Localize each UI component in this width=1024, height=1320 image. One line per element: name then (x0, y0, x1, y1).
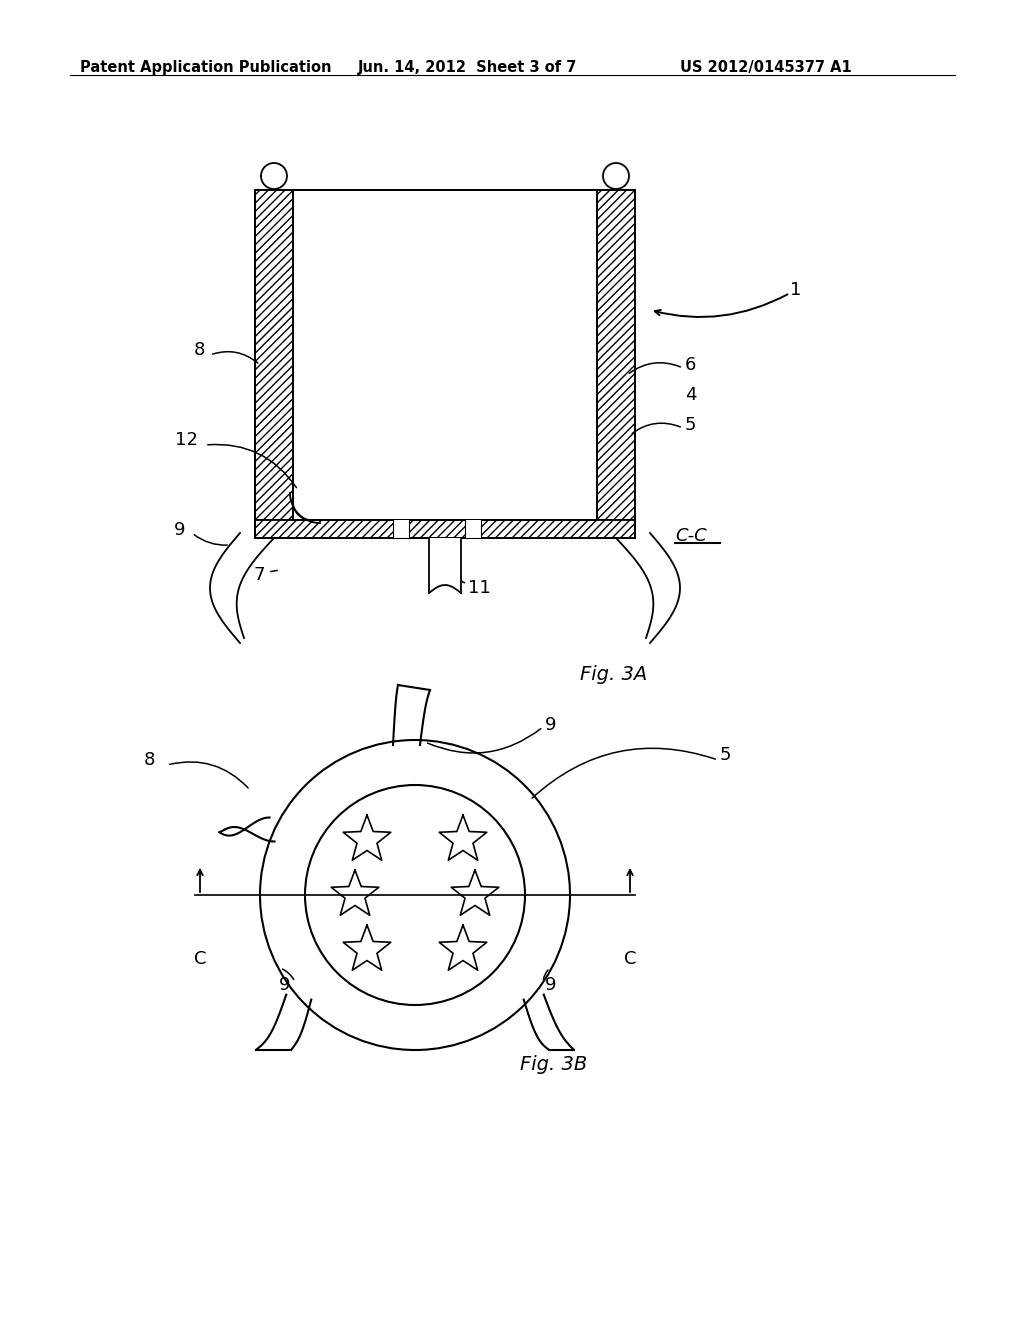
Text: Fig. 3B: Fig. 3B (520, 1055, 587, 1074)
Text: 11: 11 (468, 579, 490, 597)
Text: 7: 7 (254, 566, 265, 583)
Text: 5: 5 (720, 746, 731, 764)
Text: 6: 6 (685, 356, 696, 374)
Circle shape (305, 785, 525, 1005)
Bar (429, 539, 461, 593)
Text: Jun. 14, 2012  Sheet 3 of 7: Jun. 14, 2012 Sheet 3 of 7 (358, 59, 578, 75)
Circle shape (603, 162, 629, 189)
Bar (597, 190, 635, 520)
Text: 9: 9 (279, 975, 290, 994)
Text: Patent Application Publication: Patent Application Publication (80, 59, 332, 75)
Text: C-C: C-C (675, 527, 707, 545)
Text: 8: 8 (194, 341, 205, 359)
Text: 8: 8 (143, 751, 155, 770)
Bar (393, 520, 409, 539)
Text: 5: 5 (685, 416, 696, 434)
Text: 9: 9 (545, 975, 556, 994)
Bar (465, 520, 481, 539)
Text: 4: 4 (685, 385, 696, 404)
Bar (255, 520, 635, 539)
Bar (293, 190, 597, 520)
Text: C: C (194, 950, 206, 968)
Circle shape (260, 741, 570, 1049)
Text: US 2012/0145377 A1: US 2012/0145377 A1 (680, 59, 852, 75)
Circle shape (261, 162, 287, 189)
Text: 1: 1 (790, 281, 802, 300)
Text: C: C (624, 950, 636, 968)
Text: 9: 9 (545, 715, 556, 734)
Bar (255, 190, 293, 520)
Text: Fig. 3A: Fig. 3A (580, 665, 647, 684)
Text: 12: 12 (175, 432, 198, 449)
Text: 9: 9 (173, 521, 185, 539)
